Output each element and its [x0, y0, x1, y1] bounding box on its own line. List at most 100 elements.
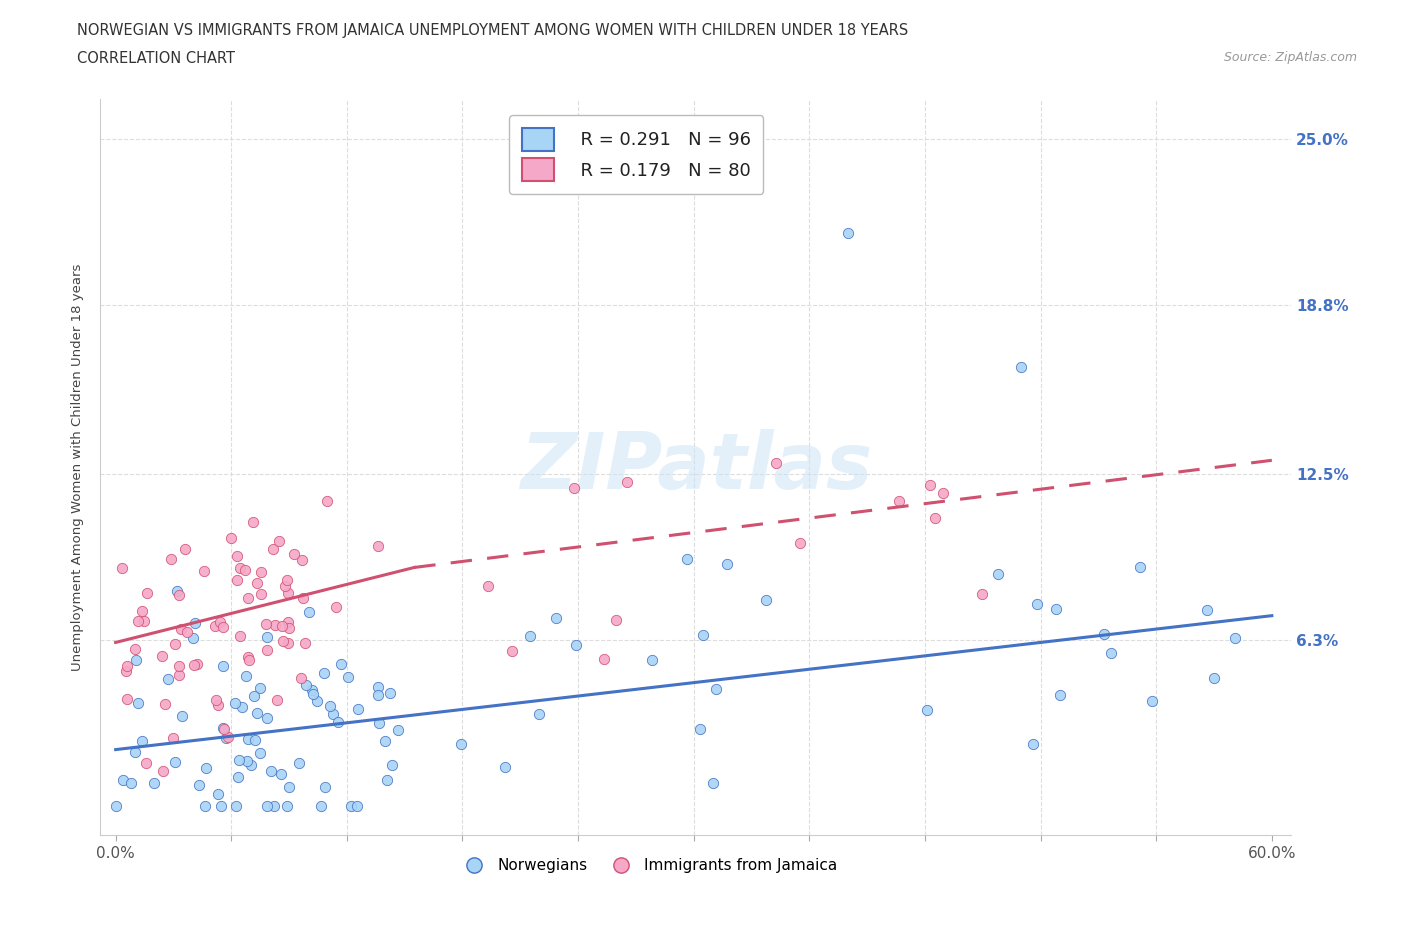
Point [136, 585, 159, 600]
Point [702, 776, 724, 790]
Point [238, 732, 260, 747]
Point [278, 621, 301, 636]
Point [292, 591, 315, 605]
Point [256, 711, 278, 725]
Point [367, 679, 389, 694]
Point [789, 536, 811, 551]
Point [387, 723, 409, 737]
Point [187, 777, 209, 792]
Point [562, 481, 585, 496]
Point [277, 615, 299, 630]
Point [565, 638, 588, 653]
Point [273, 633, 295, 648]
Point [1010, 359, 1032, 374]
Point [143, 776, 166, 790]
Point [160, 551, 183, 566]
Point [1092, 627, 1115, 642]
Point [837, 225, 859, 240]
Point [494, 760, 516, 775]
Point [242, 514, 264, 529]
Point [194, 799, 217, 814]
Point [186, 657, 208, 671]
Point [127, 696, 149, 711]
Point [155, 697, 177, 711]
Point [755, 592, 778, 607]
Point [765, 456, 787, 471]
Point [1197, 603, 1219, 618]
Point [1022, 737, 1045, 751]
Point [716, 556, 738, 571]
Point [592, 652, 614, 667]
Point [193, 564, 215, 578]
Point [367, 538, 389, 553]
Point [704, 682, 727, 697]
Point [987, 566, 1010, 581]
Point [262, 541, 284, 556]
Point [260, 764, 283, 778]
Point [229, 629, 252, 644]
Point [924, 510, 946, 525]
Point [127, 613, 149, 628]
Point [374, 734, 396, 749]
Point [477, 578, 499, 593]
Point [167, 658, 190, 673]
Point [380, 685, 402, 700]
Point [124, 642, 146, 657]
Point [219, 531, 242, 546]
Point [527, 706, 550, 721]
Point [330, 657, 353, 671]
Point [228, 752, 250, 767]
Point [605, 612, 627, 627]
Point [322, 707, 344, 722]
Point [336, 670, 359, 684]
Point [250, 565, 273, 579]
Point [195, 761, 218, 776]
Point [250, 586, 273, 601]
Point [340, 799, 363, 814]
Point [207, 787, 229, 802]
Point [150, 648, 173, 663]
Point [152, 764, 174, 778]
Point [238, 653, 260, 668]
Point [314, 779, 336, 794]
Point [616, 475, 638, 490]
Point [294, 635, 316, 650]
Legend: Norwegians, Immigrants from Jamaica: Norwegians, Immigrants from Jamaica [453, 852, 844, 879]
Point [1223, 631, 1246, 645]
Point [224, 696, 246, 711]
Point [377, 773, 399, 788]
Point [544, 610, 567, 625]
Point [242, 688, 264, 703]
Point [276, 799, 298, 814]
Point [325, 600, 347, 615]
Point [162, 730, 184, 745]
Point [181, 631, 204, 645]
Point [239, 757, 262, 772]
Point [1049, 687, 1071, 702]
Point [135, 755, 157, 770]
Point [176, 625, 198, 640]
Point [205, 693, 228, 708]
Point [156, 671, 179, 686]
Point [111, 773, 134, 788]
Point [519, 629, 541, 644]
Y-axis label: Unemployment Among Women with Children Under 18 years: Unemployment Among Women with Children U… [72, 263, 84, 671]
Point [165, 636, 187, 651]
Point [254, 617, 277, 631]
Point [215, 730, 238, 745]
Point [1099, 645, 1122, 660]
Point [277, 635, 299, 650]
Point [204, 618, 226, 633]
Point [641, 653, 664, 668]
Point [132, 614, 155, 629]
Point [319, 698, 342, 713]
Point [207, 698, 229, 712]
Point [212, 619, 235, 634]
Point [302, 686, 325, 701]
Point [1025, 596, 1047, 611]
Point [131, 604, 153, 618]
Point [183, 658, 205, 672]
Point [256, 629, 278, 644]
Point [676, 551, 699, 566]
Point [264, 618, 287, 632]
